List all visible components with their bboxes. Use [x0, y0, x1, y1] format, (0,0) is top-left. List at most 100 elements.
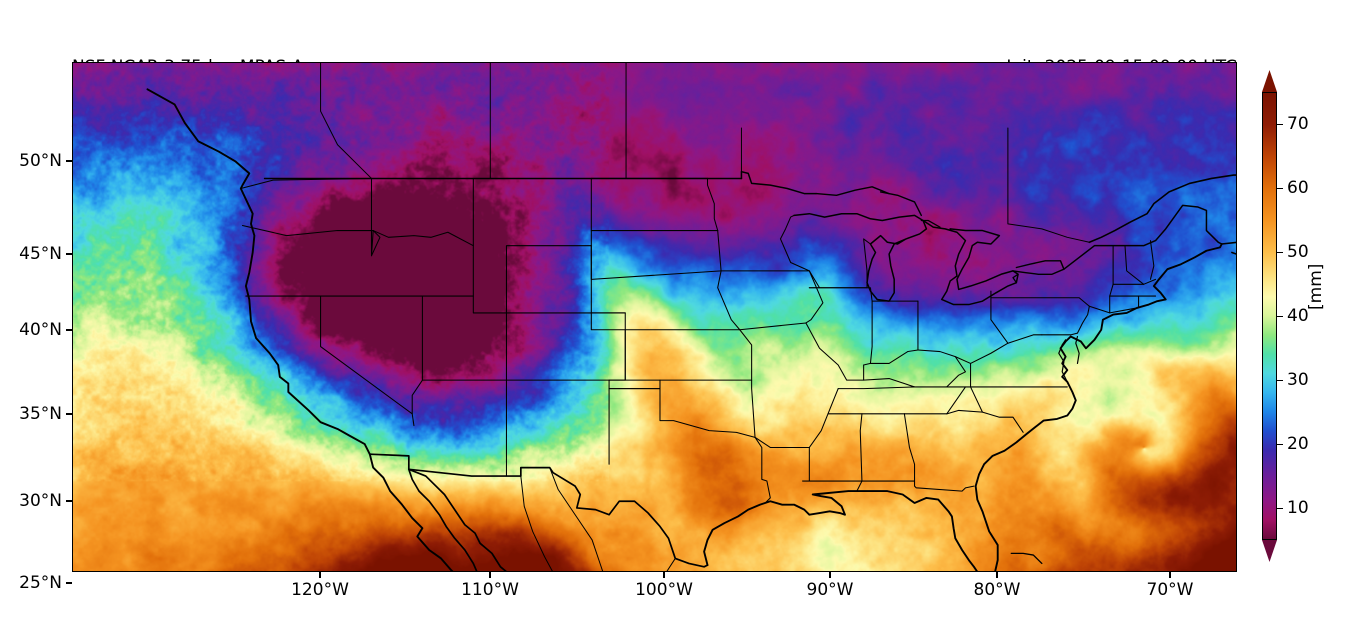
border-path [372, 230, 474, 247]
colorbar-tick [1277, 252, 1283, 254]
border-path [920, 219, 941, 228]
border-path [1112, 278, 1157, 285]
longitude-tick-mark [489, 572, 491, 578]
border-path [407, 468, 478, 571]
latitude-tick-mark [66, 160, 72, 162]
latitude-tick-label: 50°N [19, 151, 62, 171]
border-path [779, 214, 795, 240]
border-path [1124, 245, 1145, 285]
border-path [922, 219, 1019, 306]
longitude-tick-label: 100°W [635, 580, 693, 600]
border-path [370, 177, 374, 257]
border-path [946, 386, 966, 415]
border-path [815, 186, 890, 196]
latitude-tick-label: 45°N [19, 244, 62, 264]
border-path [411, 295, 423, 427]
colorbar-tick [1277, 188, 1283, 190]
map-borders-overlay [146, 63, 1236, 571]
border-path [1041, 332, 1078, 336]
border-path [590, 312, 741, 331]
border-path [914, 480, 975, 492]
longitude-tick-label: 70°W [1146, 580, 1194, 600]
border-path [590, 245, 722, 280]
border-path [717, 270, 741, 331]
border-path [954, 356, 972, 364]
border-path [1007, 127, 1090, 243]
colorbar: 70 60 50 40 30 20 10 [1262, 70, 1309, 562]
latitude-tick-mark [66, 253, 72, 255]
border-path [472, 295, 626, 314]
border-path [608, 379, 661, 390]
border-path [974, 243, 1223, 571]
border-path [1012, 260, 1065, 275]
latitude-tick-mark [66, 413, 72, 415]
border-path [549, 467, 604, 571]
border-path [802, 446, 863, 492]
colorbar-unit-label: [mm] [1306, 263, 1326, 310]
border-path [739, 329, 753, 381]
border-path [706, 177, 719, 232]
border-path [903, 413, 916, 482]
border-path [505, 177, 592, 314]
tpw-raster [73, 63, 1236, 571]
colorbar-tick-label: 40 [1287, 306, 1309, 326]
border-path [717, 230, 722, 272]
border-path [666, 557, 676, 571]
border-path [240, 177, 373, 190]
border-path [990, 297, 1090, 307]
colorbar-tick-label: 50 [1287, 242, 1309, 262]
border-path [808, 388, 839, 449]
colorbar-tick [1277, 444, 1283, 446]
border-path [946, 409, 1024, 433]
colorbar-extend-bottom [1262, 540, 1277, 562]
border-path [1088, 174, 1236, 244]
border-path [970, 334, 1043, 388]
border-path [368, 453, 709, 568]
border-path [1010, 552, 1043, 565]
border-path [751, 379, 756, 438]
border-path [320, 295, 413, 415]
border-path [241, 224, 374, 237]
border-path [970, 386, 983, 413]
border-path [407, 468, 507, 571]
colorbar-tick-label: 60 [1287, 178, 1309, 198]
border-path [837, 386, 972, 390]
border-path [1109, 245, 1114, 314]
longitude-tick-label: 120°W [291, 580, 349, 600]
latitude-tick-label: 35°N [19, 404, 62, 424]
border-path [779, 238, 821, 289]
border-path [520, 475, 553, 571]
border-path [1220, 241, 1236, 245]
border-path [863, 364, 916, 388]
border-path [320, 63, 372, 179]
longitude-tick-mark [996, 572, 998, 578]
border-path [808, 287, 919, 302]
border-path [863, 238, 871, 289]
border-path [370, 230, 381, 257]
longitude-tick-label: 80°W [973, 580, 1021, 600]
border-path [859, 413, 863, 482]
latitude-tick-mark [66, 329, 72, 331]
longitude-tick-mark [829, 572, 831, 578]
latitude-tick-mark [66, 582, 72, 584]
border-path [869, 349, 919, 364]
border-path [793, 212, 928, 302]
colorbar-tick-label: 10 [1287, 498, 1309, 518]
border-path [608, 388, 756, 438]
border-path [1231, 251, 1236, 255]
colorbar-tick [1277, 380, 1283, 382]
border-path [805, 270, 824, 324]
longitude-tick-label: 90°W [806, 580, 854, 600]
colorbar-tick-label: 30 [1287, 370, 1309, 390]
border-path [754, 436, 771, 504]
latitude-tick-label: 30°N [19, 491, 62, 511]
longitude-tick-mark [1169, 572, 1171, 578]
longitude-tick-label: 110°W [461, 580, 519, 600]
map-axes [72, 62, 1237, 572]
border-path [879, 191, 923, 217]
colorbar-tick [1277, 316, 1283, 318]
colorbar-tick [1277, 508, 1283, 510]
colorbar-gradient [1262, 92, 1277, 540]
latitude-tick-mark [66, 500, 72, 502]
border-path [146, 88, 454, 571]
